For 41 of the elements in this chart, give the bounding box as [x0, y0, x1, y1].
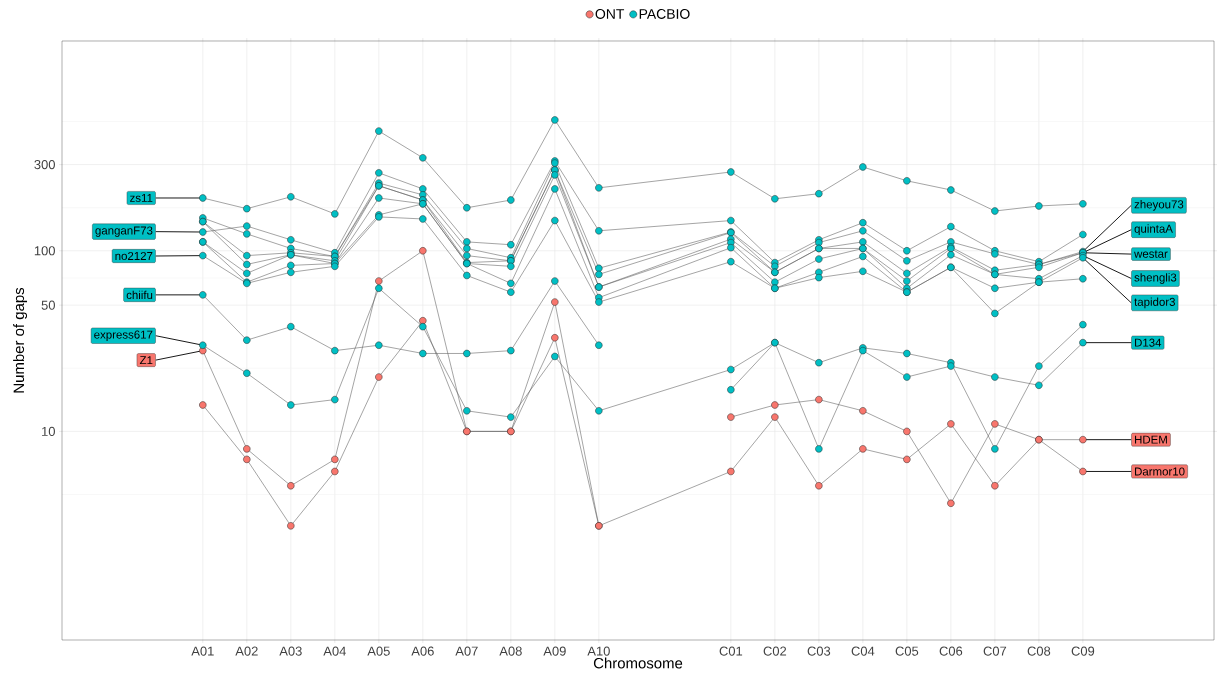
x-axis-title: Chromosome — [593, 657, 683, 669]
text: PACBIO — [639, 9, 690, 19]
x-tick-label: A03 — [279, 646, 302, 656]
x-tick-label: A09 — [543, 646, 566, 656]
text: ONT — [595, 9, 625, 19]
annotation: HDEM — [1135, 435, 1167, 444]
x-tick-label: A04 — [323, 646, 346, 656]
annotation: zheyou73 — [1134, 199, 1184, 211]
x-tick-label: C02 — [763, 646, 787, 656]
x-tick-label: C07 — [983, 646, 1007, 656]
annotation: no2127 — [115, 251, 153, 261]
x-tick-label: A10 — [587, 646, 610, 656]
x-tick-label: A07 — [455, 646, 478, 656]
annotation: express617 — [94, 330, 153, 341]
x-tick-label: C01 — [719, 646, 743, 656]
annotation: D134 — [1135, 338, 1162, 347]
annotation: shengli3 — [1134, 273, 1177, 284]
annotation: Darmor10 — [1135, 467, 1185, 476]
x-tick-label: C06 — [939, 646, 963, 656]
x-tick-label: C03 — [807, 646, 831, 656]
annotation: tapidor3 — [1134, 297, 1175, 309]
x-tick-label: C05 — [895, 646, 919, 656]
annotation: Z1 — [139, 356, 153, 365]
annotation: chiifu — [126, 290, 153, 300]
y-axis-title: Number of gaps — [13, 287, 28, 393]
x-tick-label: C08 — [1027, 646, 1051, 656]
x-tick-label: A02 — [235, 646, 258, 656]
x-tick-label: A01 — [191, 646, 214, 656]
annotation: westar — [1134, 250, 1168, 258]
x-tick-label: C04 — [851, 646, 875, 656]
y-tick-label: 10 — [42, 426, 55, 436]
y-tick-label: 300 — [34, 160, 55, 170]
x-tick-label: A08 — [499, 646, 522, 656]
annotation: ganganF73 — [95, 226, 153, 237]
y-tick-label: 100 — [34, 246, 55, 256]
y-tick-label: 50 — [41, 300, 55, 310]
x-tick-label: C09 — [1071, 646, 1095, 656]
x-tick-label: A06 — [411, 646, 434, 656]
x-tick-label: A05 — [367, 646, 390, 656]
annotation: quintaA — [1134, 224, 1173, 236]
annotation: zs11 — [130, 194, 153, 202]
